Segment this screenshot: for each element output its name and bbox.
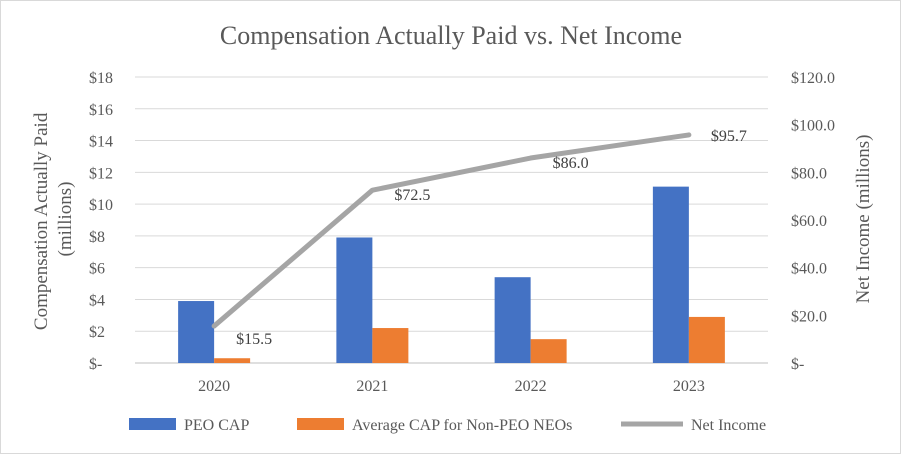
peo-cap-bar [336,237,373,363]
net-income-line-group: $15.5 $72.5 $86.0 $95.7 [211,128,747,348]
left-tick-label: $12 [89,165,113,182]
right-tick-label: $20.0 [791,308,827,325]
net-income-data-label: $15.5 [236,331,272,348]
legend: PEO CAP Average CAP for Non-PEO NEOs Net I… [129,417,766,434]
right-tick-label: $60.0 [791,213,827,230]
left-tick-label: $- [89,356,102,373]
left-tick-label: $8 [89,229,105,246]
category-label: 2020 [198,378,230,395]
legend-non-peo-cap-label: Average CAP for Non-PEO NEOs [352,417,572,434]
legend-non-peo-cap-swatch [297,418,344,430]
peo-cap-bar [178,301,215,363]
right-tick-label: $100.0 [791,118,835,135]
net-income-line [211,132,692,329]
right-axis-label: Net Income (millions) [853,135,874,304]
non-peo-cap-bar [214,358,251,363]
category-label: 2022 [515,378,547,395]
left-tick-label: $16 [89,102,113,119]
category-labels: 2020 2021 2022 2023 [198,378,705,395]
non-peo-cap-bar [530,339,567,363]
category-label: 2023 [673,378,705,395]
left-tick-label: $2 [89,324,105,341]
gridlines [135,76,768,364]
left-axis-label-line1: Compensation Actually Paid [31,112,52,330]
right-tick-label: $40.0 [791,261,827,278]
left-tick-label: $18 [89,70,113,87]
right-tick-label: $- [791,356,804,373]
left-tick-label: $10 [89,197,113,214]
bars [178,186,725,363]
legend-net-income-label: Net Income [691,417,766,434]
non-peo-cap-bar [372,328,409,363]
category-label: 2021 [356,378,388,395]
legend-peo-cap-swatch [129,418,176,430]
right-axis-ticks: $- $20.0 $40.0 $60.0 $80.0 $100.0 $120.0 [791,70,835,373]
non-peo-cap-bar [688,316,725,363]
chart-title: Compensation Actually Paid vs. Net Incom… [220,21,682,50]
legend-peo-cap-label: PEO CAP [184,417,249,434]
net-income-data-label: $86.0 [553,155,589,172]
left-axis-label: Compensation Actually Paid (millions) [31,108,76,330]
right-tick-label: $120.0 [791,70,835,87]
left-tick-label: $4 [89,292,105,309]
left-tick-label: $6 [89,261,105,278]
right-tick-label: $80.0 [791,165,827,182]
left-tick-label: $14 [89,134,113,151]
left-axis-ticks: $- $2 $4 $6 $8 $10 $12 $14 $16 $18 [89,70,113,373]
peo-cap-bar [494,277,531,363]
left-axis-label-line2: (millions) [55,182,76,257]
net-income-data-label: $95.7 [711,128,747,145]
net-income-data-label: $72.5 [394,187,430,204]
peo-cap-bar [652,186,689,363]
